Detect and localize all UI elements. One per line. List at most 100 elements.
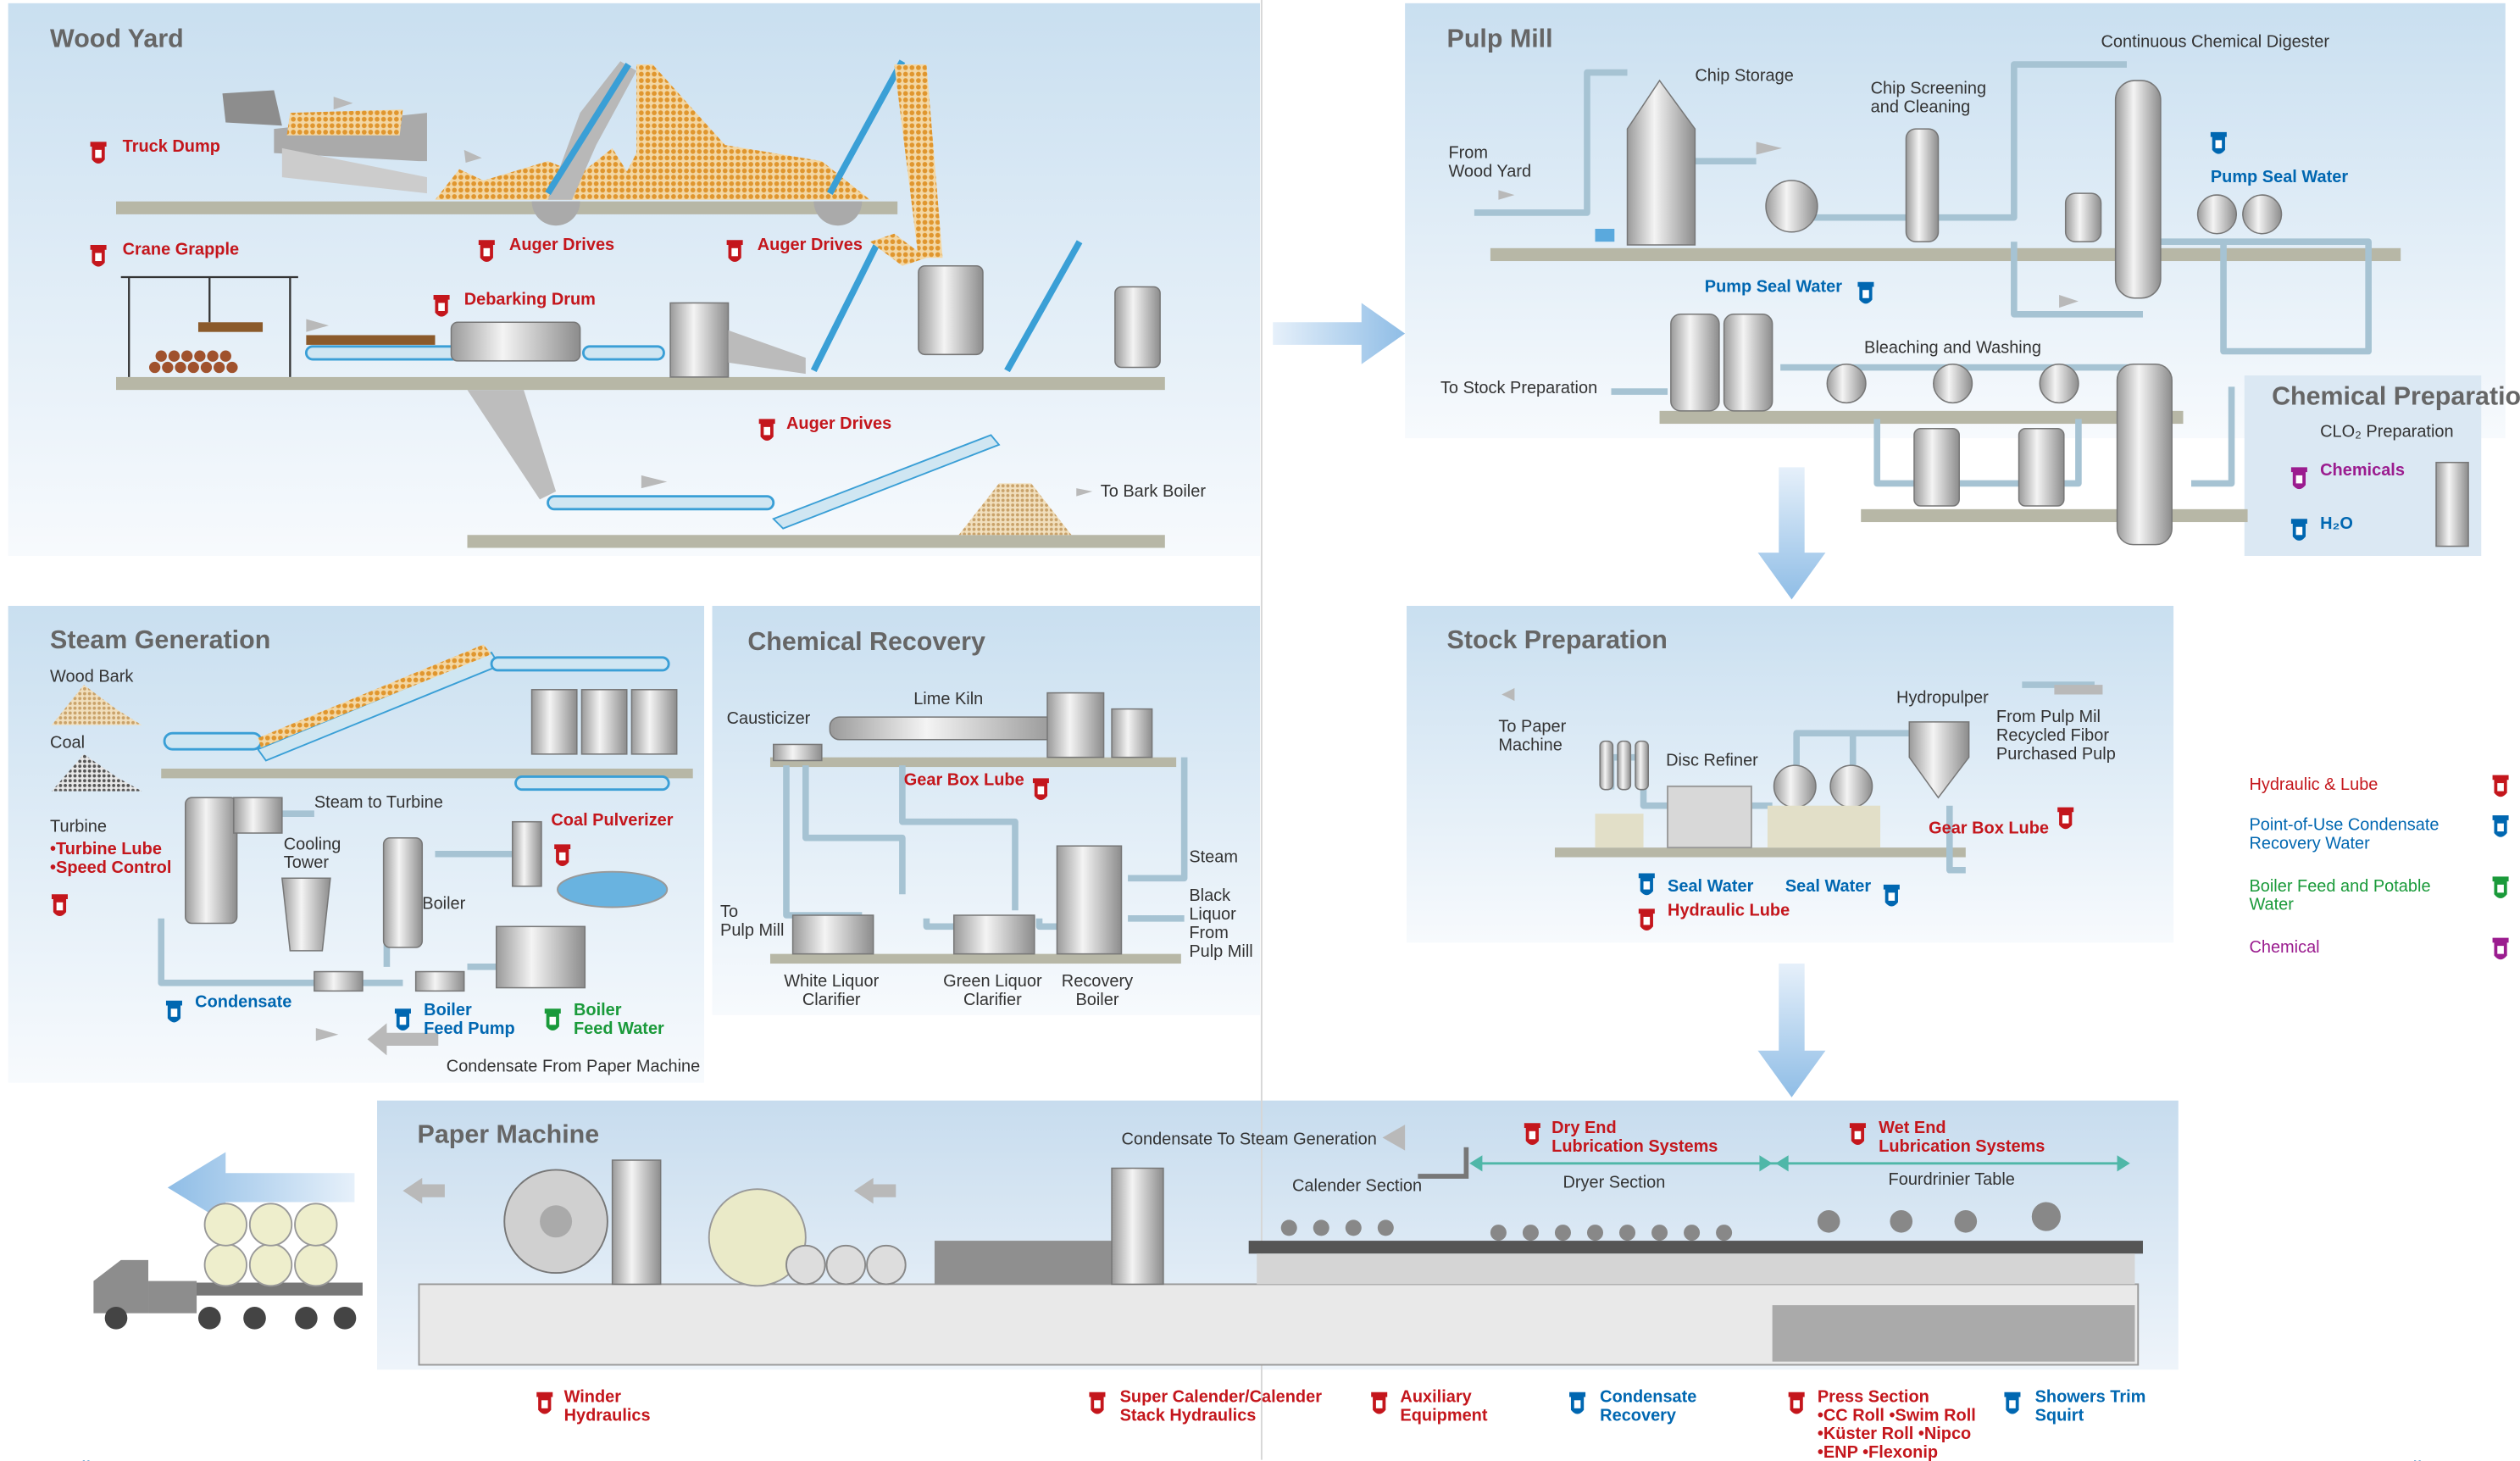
flow-arrow bbox=[1758, 467, 1826, 599]
filter-band bbox=[1862, 290, 1869, 298]
filter-icon bbox=[1639, 874, 1655, 896]
label: Chip Screening bbox=[1871, 80, 1986, 98]
filter-icon bbox=[1033, 778, 1049, 800]
filter-label: Super Calender/Calender bbox=[1120, 1388, 1323, 1407]
filter-label: Crane Grapple bbox=[123, 241, 240, 259]
filter-band bbox=[484, 248, 491, 257]
filter-label: •Küster Roll •Nipco bbox=[1818, 1425, 1971, 1443]
label: Disc Refiner bbox=[1666, 751, 1758, 769]
filter-label: Auger Drives bbox=[786, 414, 891, 433]
label: Wood Bark bbox=[50, 668, 133, 686]
legend-label: Recovery Water bbox=[2249, 834, 2370, 853]
label: Continuous Chemical Digester bbox=[2101, 32, 2330, 51]
label: To Paper bbox=[1498, 718, 1566, 736]
filter-label: Hydraulic Lube bbox=[1668, 901, 1790, 919]
filter-icon bbox=[1089, 1392, 1105, 1414]
filter-band bbox=[763, 427, 770, 436]
section-title: Steam Generation bbox=[50, 625, 270, 654]
section-title: Chemical Preparation bbox=[2272, 382, 2520, 411]
filter-icon bbox=[434, 295, 450, 317]
filter-icon bbox=[2291, 519, 2307, 541]
label: Cooling bbox=[284, 835, 341, 853]
filter-band bbox=[95, 253, 102, 262]
flow-arrow bbox=[1273, 303, 1405, 364]
filter-label: Feed Water bbox=[574, 1019, 664, 1038]
filter-band bbox=[1793, 1400, 1800, 1408]
filter-icon bbox=[1850, 1123, 1866, 1145]
label: Dryer Section bbox=[1563, 1174, 1665, 1192]
label: Lime Kiln bbox=[913, 690, 983, 708]
section-title: Chemical Recovery bbox=[747, 627, 985, 656]
filter-band bbox=[438, 303, 445, 311]
label: Recovery bbox=[1062, 972, 1133, 991]
label: Recycled Fibor bbox=[1996, 726, 2109, 745]
filter-label: Gear Box Lube bbox=[904, 770, 1024, 789]
filter-band bbox=[2497, 783, 2504, 792]
label: Condensate To Steam Generation bbox=[1121, 1130, 1376, 1148]
label: Purchased Pulp bbox=[1996, 745, 2116, 764]
filter-band bbox=[1376, 1400, 1383, 1408]
label: Tower bbox=[284, 853, 330, 872]
label: Steam to Turbine bbox=[314, 793, 443, 812]
filter-band bbox=[2062, 815, 2069, 824]
filter-label: •Turbine Lube bbox=[50, 840, 162, 858]
filter-icon bbox=[2057, 808, 2073, 830]
filter-label: Truck Dump bbox=[123, 137, 220, 156]
filter-band bbox=[559, 853, 566, 861]
filter-label: Auxiliary bbox=[1400, 1388, 1471, 1407]
filter-label: Coal Pulverizer bbox=[551, 811, 673, 830]
filter-label: Condensate bbox=[195, 993, 291, 1012]
filter-label: Squirt bbox=[2035, 1406, 2084, 1425]
section-title: Pulp Mill bbox=[1447, 25, 1553, 53]
label: To bbox=[720, 903, 738, 921]
label: Condensate From Paper Machine bbox=[447, 1058, 700, 1076]
filter-band bbox=[1094, 1400, 1101, 1408]
label: Machine bbox=[1498, 736, 1562, 754]
legend-label: Point-of-Use Condensate bbox=[2249, 816, 2439, 835]
filter-icon bbox=[166, 1001, 182, 1023]
legend-icon bbox=[2493, 876, 2509, 898]
filter-label: Stack Hydraulics bbox=[1120, 1406, 1257, 1425]
legend-label: Boiler Feed and Potable bbox=[2249, 877, 2430, 896]
label: From bbox=[1448, 144, 1488, 163]
filter-icon bbox=[545, 1008, 561, 1030]
filter-band bbox=[541, 1400, 548, 1408]
filter-band bbox=[2497, 824, 2504, 832]
label: Clarifier bbox=[963, 991, 1022, 1009]
label: Boiler bbox=[422, 895, 465, 914]
legend-icon bbox=[2493, 815, 2509, 837]
filter-band bbox=[1644, 881, 1651, 890]
filter-band bbox=[2296, 527, 2303, 536]
label: To Bark Boiler bbox=[1101, 482, 1207, 501]
filter-label: Recovery bbox=[1600, 1406, 1676, 1425]
filter-label: Lubrication Systems bbox=[1551, 1137, 1718, 1156]
label: Liquor bbox=[1189, 905, 1236, 924]
filter-icon bbox=[759, 419, 775, 441]
filter-label: Press Section bbox=[1818, 1388, 1929, 1407]
label: To Stock Preparation bbox=[1440, 379, 1597, 397]
legend-icon bbox=[2493, 775, 2509, 797]
filter-icon bbox=[536, 1392, 552, 1414]
section-title: Paper Machine bbox=[418, 1120, 600, 1149]
filter-label: Seal Water bbox=[1785, 877, 1872, 896]
filter-label: Pump Seal Water bbox=[2211, 168, 2348, 186]
filter-label: Winder bbox=[564, 1388, 622, 1407]
filter-band bbox=[2497, 946, 2504, 954]
filter-band bbox=[57, 903, 64, 911]
label: White Liquor bbox=[784, 972, 879, 991]
label: Wood Yard bbox=[1448, 162, 1531, 181]
filter-icon bbox=[479, 240, 495, 262]
label: Pulp Mill bbox=[1189, 942, 1252, 961]
filter-label: Condensate bbox=[1600, 1388, 1696, 1407]
label: Steam bbox=[1189, 848, 1238, 867]
filter-band bbox=[2497, 885, 2504, 893]
filter-label: Auger Drives bbox=[509, 236, 614, 254]
filter-icon bbox=[1524, 1123, 1540, 1145]
filter-label: Hydraulics bbox=[564, 1406, 651, 1425]
legend-icon bbox=[2493, 938, 2509, 960]
label: Boiler bbox=[1075, 991, 1118, 1009]
filter-label: Boiler bbox=[574, 1001, 622, 1019]
label: Hydropulper bbox=[1896, 688, 1989, 707]
filter-icon bbox=[554, 844, 570, 866]
filter-icon bbox=[1884, 885, 1900, 907]
